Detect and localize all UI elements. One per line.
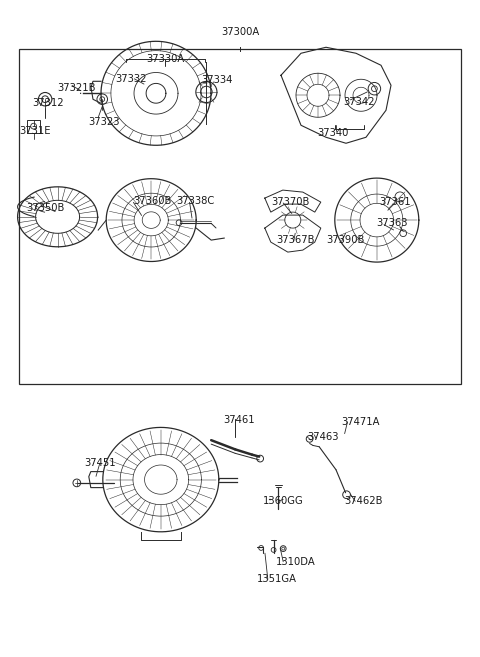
Text: 1360GG: 1360GG [263, 496, 304, 507]
Text: 37471A: 37471A [341, 417, 379, 427]
Text: 37342: 37342 [343, 97, 375, 107]
Text: 3731E: 3731E [19, 126, 51, 137]
Text: 37338C: 37338C [177, 196, 215, 206]
Text: 37332: 37332 [115, 74, 147, 84]
Text: 37390B: 37390B [326, 235, 365, 245]
Text: 37340: 37340 [317, 128, 348, 139]
Text: 37360B: 37360B [133, 196, 172, 206]
Text: 1351GA: 1351GA [257, 574, 297, 585]
Text: 37350B: 37350B [26, 202, 65, 213]
Bar [19, 49, 461, 384]
Text: 37367B: 37367B [276, 235, 314, 245]
Text: 37312: 37312 [33, 98, 64, 108]
Text: 37363: 37363 [376, 218, 408, 229]
Text: 37462B: 37462B [345, 495, 383, 506]
Text: 1310DA: 1310DA [276, 556, 316, 567]
Bar [27, 120, 40, 133]
Text: 37370B: 37370B [271, 196, 310, 207]
Text: 37334: 37334 [202, 75, 233, 85]
Text: 37323: 37323 [88, 116, 120, 127]
Text: 37300A: 37300A [221, 26, 259, 37]
Text: 37361: 37361 [379, 196, 411, 207]
Text: 37451: 37451 [84, 458, 116, 468]
Text: 37463: 37463 [307, 432, 339, 442]
Text: 37330A: 37330A [146, 54, 185, 64]
Text: 37461: 37461 [223, 415, 255, 426]
Text: 37321B: 37321B [58, 83, 96, 93]
